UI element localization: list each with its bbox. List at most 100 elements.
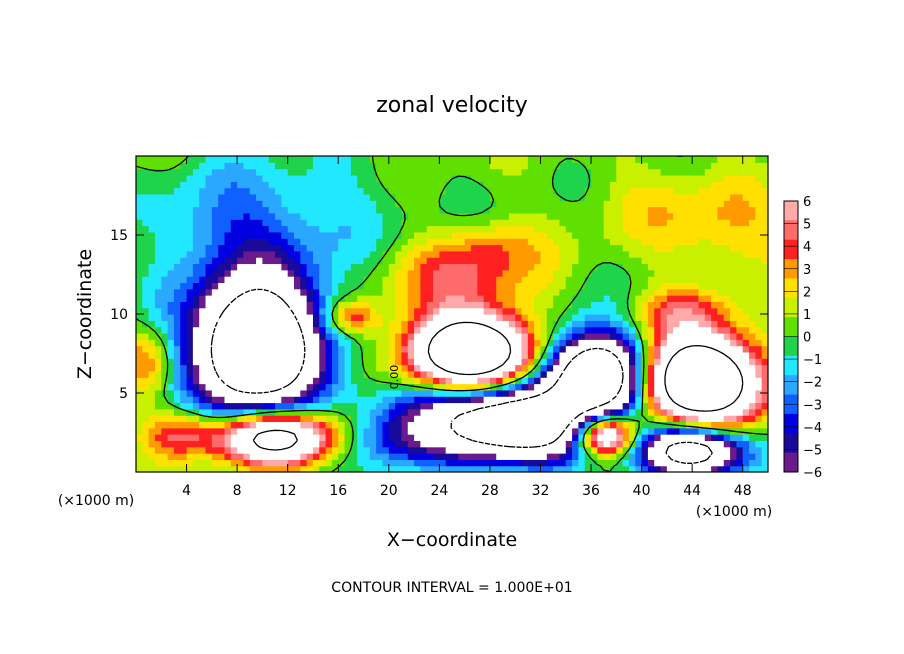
heatmap-cell [704, 453, 712, 460]
heatmap-cell [546, 326, 554, 334]
heatmap-cell [186, 345, 194, 353]
heatmap-cell [483, 307, 491, 315]
heatmap-cell [388, 465, 396, 472]
heatmap-cell [742, 440, 750, 448]
heatmap-cell [521, 446, 529, 454]
heatmap-cell [401, 427, 409, 435]
heatmap-cell [420, 427, 428, 435]
heatmap-cell [256, 269, 263, 277]
heatmap-cell [218, 434, 226, 441]
heatmap-cell [546, 174, 554, 182]
heatmap-cell [749, 421, 756, 429]
heatmap-cell [622, 370, 630, 378]
heatmap-cell [414, 320, 421, 328]
heatmap-cell [369, 465, 377, 472]
heatmap-cell [736, 314, 744, 321]
heatmap-cell [331, 402, 339, 410]
heatmap-cell [711, 231, 719, 239]
heatmap-cell [167, 427, 175, 435]
heatmap-cell [306, 364, 314, 372]
heatmap-cell [635, 446, 643, 454]
heatmap-cell [344, 225, 352, 233]
heatmap-cell [420, 320, 428, 328]
heatmap-cell [527, 446, 535, 454]
heatmap-cell [338, 364, 346, 372]
heatmap-cell [559, 231, 567, 239]
heatmap-cell [325, 238, 333, 246]
heatmap-cell [433, 219, 440, 227]
heatmap-cell [218, 168, 226, 176]
heatmap-cell [641, 219, 649, 227]
heatmap-cell [673, 339, 681, 347]
heatmap-cell [489, 389, 497, 397]
heatmap-cell [388, 238, 396, 246]
heatmap-cell [496, 332, 504, 340]
heatmap-cell [344, 181, 352, 189]
heatmap-cell [496, 181, 504, 189]
heatmap-cell [730, 212, 737, 220]
heatmap-cell [268, 257, 276, 265]
heatmap-cell [224, 440, 232, 448]
heatmap-cell [319, 250, 327, 258]
heatmap-cell [312, 345, 320, 353]
heatmap-cell [717, 212, 725, 220]
heatmap-cell [565, 168, 573, 176]
heatmap-cell [224, 434, 232, 441]
heatmap-cell [211, 219, 219, 227]
heatmap-cell [426, 288, 434, 296]
heatmap-cell [641, 187, 649, 195]
heatmap-cell [477, 295, 485, 302]
heatmap-cell [521, 244, 529, 252]
heatmap-cell [584, 396, 592, 404]
heatmap-cell [312, 181, 320, 189]
heatmap-cell [325, 358, 333, 366]
heatmap-cell [761, 257, 768, 265]
heatmap-cell [546, 263, 554, 271]
heatmap-cell [591, 295, 598, 302]
heatmap-cell [521, 389, 529, 397]
heatmap-cell [610, 212, 617, 220]
heatmap-cell [610, 332, 617, 340]
heatmap-cell [660, 250, 668, 258]
heatmap-cell [237, 282, 245, 290]
heatmap-cell [154, 364, 162, 372]
heatmap-cell [230, 459, 238, 467]
heatmap-cell [312, 200, 320, 208]
heatmap-cell [205, 370, 213, 378]
heatmap-cell [414, 276, 421, 283]
heatmap-cell [717, 434, 725, 441]
heatmap-cell [230, 231, 238, 239]
heatmap-cell [414, 440, 421, 448]
heatmap-cell [521, 181, 529, 189]
heatmap-cell [603, 389, 611, 397]
heatmap-cell [230, 200, 238, 208]
heatmap-cell [578, 396, 586, 404]
heatmap-cell [464, 345, 472, 353]
heatmap-cell [534, 396, 542, 404]
heatmap-cell [540, 206, 548, 214]
heatmap-cell [401, 225, 409, 233]
heatmap-cell [546, 244, 554, 252]
heatmap-cell [243, 301, 251, 309]
heatmap-cell [628, 282, 636, 290]
heatmap-cell [199, 427, 207, 435]
heatmap-cell [306, 446, 314, 454]
heatmap-cell [546, 396, 554, 404]
heatmap-cell [628, 174, 636, 182]
heatmap-cell [388, 370, 396, 378]
heatmap-cell [736, 358, 744, 366]
heatmap-cell [376, 370, 384, 378]
heatmap-cell [673, 156, 681, 163]
heatmap-cell [496, 225, 504, 233]
heatmap-cell [565, 212, 573, 220]
heatmap-cell [496, 156, 504, 163]
heatmap-cell [439, 408, 447, 416]
heatmap-cell [363, 174, 371, 182]
heatmap-cell [224, 282, 232, 290]
heatmap-cell [578, 440, 586, 448]
heatmap-cell [477, 244, 485, 252]
heatmap-cell [426, 314, 434, 321]
heatmap-cell [249, 459, 257, 467]
heatmap-cell [294, 212, 301, 220]
heatmap-cell [414, 351, 421, 359]
